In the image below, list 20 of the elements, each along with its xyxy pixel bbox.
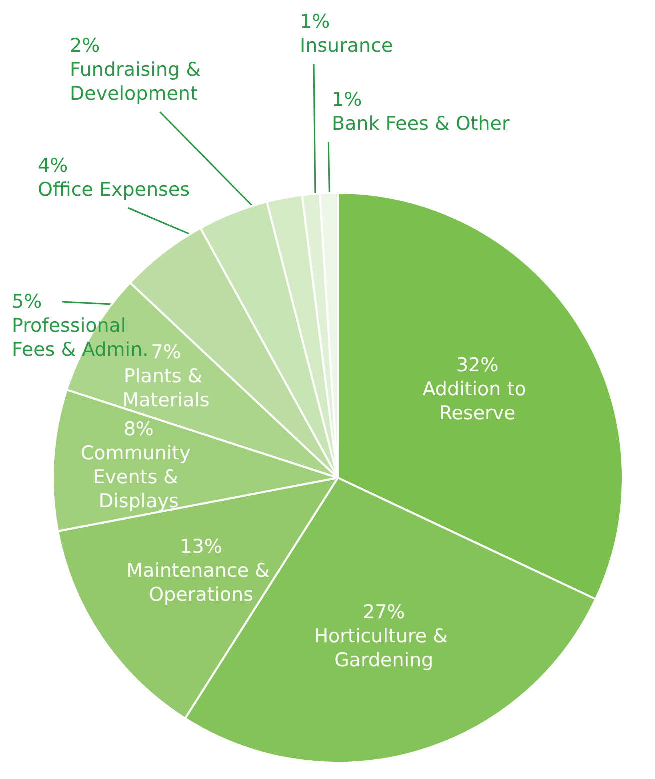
slice-label: Office Expenses bbox=[38, 179, 190, 201]
data-label: 1% bbox=[300, 11, 330, 33]
slice-label: Maintenance & Operations bbox=[126, 560, 276, 606]
slice-label: Plants & Materials bbox=[122, 365, 210, 412]
slice-label: Horticulture & Gardening bbox=[314, 626, 454, 672]
data-label: 7% bbox=[151, 341, 182, 364]
slice-label: Addition to Reserve bbox=[422, 378, 532, 424]
slice-label: Fundraising & Development bbox=[70, 59, 207, 105]
data-label: 13% bbox=[180, 536, 222, 558]
slice-label: Professional Fees & Admin. bbox=[12, 315, 149, 361]
data-label: 8% bbox=[124, 418, 154, 440]
data-label: 1% bbox=[332, 89, 362, 111]
slice-label: Insurance bbox=[300, 35, 394, 57]
slice-label: Bank Fees & Other bbox=[332, 113, 510, 135]
slice-label: Community Events & Displays bbox=[80, 442, 197, 512]
data-label: 5% bbox=[12, 291, 42, 313]
data-label: 32% bbox=[456, 354, 499, 376]
data-label: 2% bbox=[70, 35, 100, 57]
data-label: 27% bbox=[363, 602, 406, 624]
data-label: 4% bbox=[38, 155, 68, 177]
